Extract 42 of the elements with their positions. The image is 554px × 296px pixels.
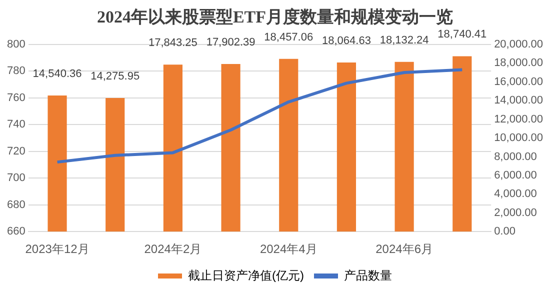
data-label: 18,740.41 (438, 28, 487, 41)
y-tick-label: 660 (6, 226, 26, 238)
y-tick-label: 700 (6, 172, 26, 184)
bar (394, 62, 414, 232)
y-tick-label: 760 (6, 92, 26, 104)
y-tick-label: 680 (6, 198, 26, 211)
y2-tick-label: 12,000.00 (494, 113, 543, 126)
y2-tick-label: 0.00 (494, 226, 516, 238)
y2-tick-label: 14,000.00 (494, 94, 543, 107)
y2-tick-label: 10,000.00 (494, 132, 543, 144)
y-tick-label: 720 (6, 145, 26, 158)
y2-tick-label: 2,000.00 (494, 206, 537, 219)
x-tick-label: 2023年12月 (25, 242, 90, 256)
y2-tick-label: 20,000.00 (494, 38, 543, 50)
bar (452, 56, 472, 232)
y2-tick-label: 6,000.00 (494, 169, 537, 182)
data-label: 17,902.39 (206, 36, 256, 49)
bar (106, 98, 125, 232)
data-label: 18,457.06 (264, 31, 314, 44)
legend-label: 产品数量 (344, 268, 392, 282)
bar (279, 58, 298, 232)
bar (221, 64, 240, 232)
x-tick-label: 2024年6月 (376, 242, 433, 256)
y2-tick-label: 18,000.00 (494, 57, 543, 70)
y-tick-label: 780 (6, 65, 26, 78)
bar (163, 64, 182, 232)
y2-tick-label: 4,000.00 (494, 188, 537, 200)
x-tick-label: 2024年4月 (260, 242, 318, 256)
bar (48, 96, 67, 232)
y2-tick-label: 16,000.00 (494, 76, 543, 88)
data-label: 14,275.95 (90, 70, 140, 83)
legend-label: 截止日资产净值(亿元) (188, 268, 304, 282)
x-tick-label: 2024年2月 (144, 242, 202, 256)
data-label: 18,064.63 (322, 35, 371, 48)
data-label: 14,540.36 (32, 68, 82, 80)
data-label: 18,132.24 (380, 34, 429, 46)
data-label: 17,843.25 (148, 37, 198, 50)
y-tick-label: 800 (6, 38, 26, 50)
bar (336, 62, 356, 232)
y-tick-label: 740 (6, 118, 26, 131)
chart-title: 2024年以来股票型ETF月度数量和规模变动一览 (96, 8, 454, 27)
y2-tick-label: 8,000.00 (494, 150, 537, 163)
